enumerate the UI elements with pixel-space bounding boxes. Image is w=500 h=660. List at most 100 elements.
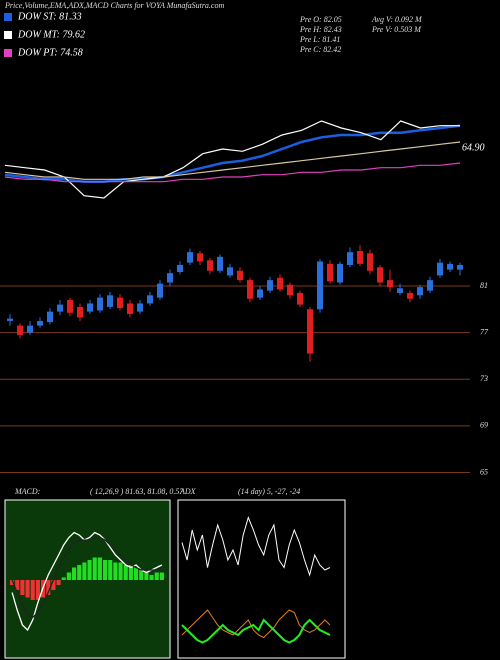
- legend-marker: [4, 31, 12, 39]
- candle-body: [357, 250, 363, 264]
- y-tick-label: 69: [480, 421, 488, 430]
- histogram-bar: [159, 572, 164, 580]
- candle-body: [387, 280, 393, 288]
- histogram-bar: [87, 560, 92, 580]
- histogram-bar: [46, 580, 51, 595]
- candle-body: [27, 325, 33, 333]
- candle-body: [227, 267, 233, 276]
- ema-line: [4, 120, 460, 199]
- annotation: 64.90: [462, 142, 485, 153]
- panel-label: MACD:: [14, 487, 41, 496]
- candle-body: [207, 260, 213, 271]
- candle-body: [157, 283, 163, 298]
- candle-body: [87, 303, 93, 312]
- legend-label: DOW PT: 74.58: [17, 47, 83, 58]
- adx-line: [181, 618, 331, 644]
- candle-body: [397, 288, 403, 293]
- candle-body: [267, 280, 273, 291]
- candle-body: [297, 292, 303, 305]
- candle-body: [427, 280, 433, 291]
- histogram-bar: [30, 580, 35, 600]
- candle-body: [347, 252, 353, 265]
- candle-body: [117, 297, 123, 309]
- candle-body: [407, 292, 413, 299]
- candle-body: [57, 304, 63, 312]
- histogram-bar: [35, 580, 40, 600]
- candle-body: [257, 289, 263, 298]
- candle-body: [217, 256, 223, 271]
- panel-params: ( 12,26,9 ) 81.63, 81.08, 0.57: [90, 487, 184, 496]
- histogram-bar: [97, 557, 102, 580]
- candle-body: [367, 253, 373, 271]
- candle-body: [417, 287, 423, 296]
- histogram-bar: [108, 560, 113, 580]
- y-tick-label: 73: [480, 374, 488, 383]
- histogram-bar: [149, 575, 154, 580]
- histogram-bar: [118, 562, 123, 580]
- candle-body: [67, 299, 73, 313]
- histogram-bar: [139, 570, 144, 580]
- y-tick-label: 65: [480, 467, 488, 476]
- y-tick-label: 81: [480, 281, 488, 290]
- candle-body: [97, 297, 103, 311]
- legend-label: DOW ST: 81.33: [17, 11, 82, 22]
- histogram-bar: [113, 562, 118, 580]
- histogram-bar: [72, 567, 77, 580]
- candle-body: [187, 252, 193, 263]
- adx-panel: [177, 499, 346, 659]
- info-text: Pre V: 0.503 M: [371, 25, 422, 34]
- chart-title: Price,Volume,EMA,ADX,MACD Charts for VOY…: [4, 1, 224, 10]
- histogram-bar: [25, 580, 30, 598]
- macd-line: [11, 536, 163, 619]
- ema-line: [4, 141, 461, 180]
- histogram-bar: [61, 577, 66, 580]
- candle-body: [17, 325, 23, 335]
- candle-body: [147, 295, 153, 304]
- candle-body: [457, 264, 463, 270]
- candle-body: [287, 284, 293, 296]
- candle-body: [447, 263, 453, 270]
- legend-marker: [4, 49, 12, 57]
- legend-marker: [4, 13, 12, 21]
- candle-body: [137, 303, 143, 312]
- info-text: Pre H: 82.43: [299, 25, 342, 34]
- ema-line: [4, 162, 461, 183]
- histogram-bar: [82, 562, 87, 580]
- legend-label: DOW MT: 79.62: [17, 29, 85, 40]
- candle-body: [107, 295, 113, 307]
- candle-body: [197, 253, 203, 262]
- candle-body: [37, 320, 43, 326]
- panel-label: ADX: [179, 487, 197, 496]
- histogram-bar: [15, 580, 20, 590]
- candle-body: [237, 270, 243, 281]
- candle-body: [337, 263, 343, 283]
- info-text: Avg V: 0.092 M: [371, 15, 423, 24]
- candle-body: [327, 263, 333, 282]
- macd-line: [11, 531, 163, 632]
- adx-line: [181, 609, 331, 639]
- info-text: Pre O: 82.05: [299, 15, 342, 24]
- histogram-bar: [103, 560, 108, 580]
- info-text: Pre C: 82.42: [299, 45, 341, 54]
- candle-body: [377, 267, 383, 283]
- adx-line: [181, 515, 331, 577]
- histogram-bar: [10, 580, 15, 585]
- panel-params: (14 day) 5, -27, -24: [238, 487, 300, 496]
- candle-body: [247, 280, 253, 299]
- info-text: Pre L: 81.41: [299, 35, 340, 44]
- candle-body: [317, 261, 323, 310]
- histogram-bar: [92, 557, 97, 580]
- histogram-bar: [154, 572, 159, 580]
- candle-body: [277, 277, 283, 290]
- candle-body: [437, 262, 443, 276]
- histogram-bar: [56, 580, 61, 585]
- histogram-bar: [123, 565, 128, 580]
- histogram-bar: [144, 572, 149, 580]
- candle-body: [77, 306, 83, 318]
- histogram-bar: [77, 565, 82, 580]
- histogram-bar: [134, 567, 139, 580]
- candle-body: [177, 264, 183, 272]
- y-tick-label: 77: [480, 327, 489, 336]
- histogram-bar: [51, 580, 56, 590]
